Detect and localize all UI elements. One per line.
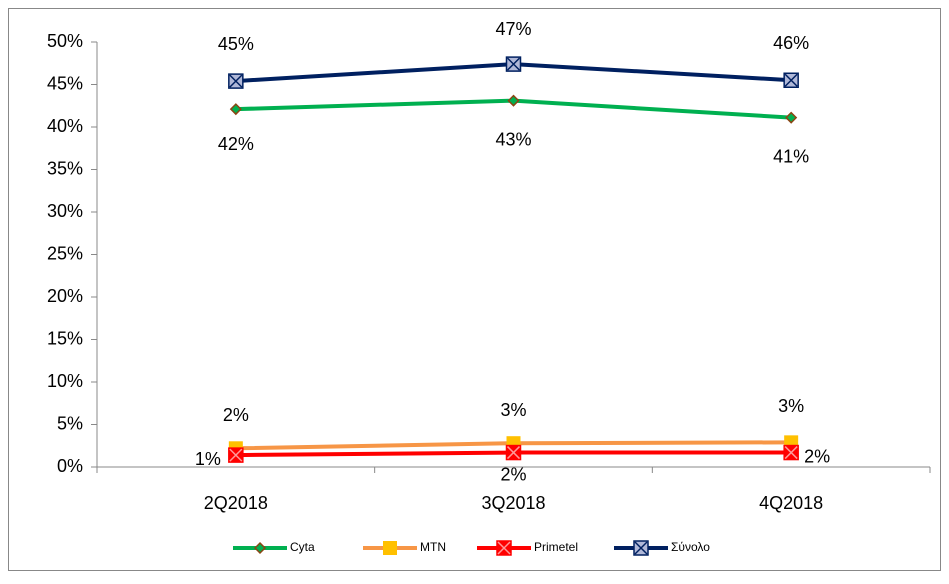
marker <box>505 444 522 461</box>
marker-cross <box>497 541 511 555</box>
marker <box>496 540 512 556</box>
y-tick-label: 10% <box>47 371 83 391</box>
data-label: 47% <box>495 19 531 39</box>
marker-cross <box>784 446 798 460</box>
data-label: 3% <box>778 396 804 416</box>
y-tick-label: 25% <box>47 243 83 263</box>
marker <box>383 541 397 555</box>
data-label: 2% <box>500 464 526 484</box>
marker-cross <box>229 448 243 462</box>
marker <box>783 72 799 88</box>
y-tick-label: 0% <box>57 456 83 476</box>
marker <box>783 444 799 461</box>
marker <box>785 111 798 124</box>
data-label: 42% <box>218 134 254 154</box>
marker <box>507 94 520 107</box>
marker <box>633 540 649 556</box>
y-tick-label: 50% <box>47 31 83 51</box>
data-label: 2% <box>223 405 249 425</box>
y-tick-label: 30% <box>47 201 83 221</box>
marker <box>228 447 244 463</box>
y-tick-label: 45% <box>47 73 83 93</box>
data-label: 1% <box>195 449 221 469</box>
marker <box>253 541 267 555</box>
x-tick-label: 2Q2018 <box>204 493 268 513</box>
legend-label: Primetel <box>534 540 578 554</box>
legend-label: Cyta <box>290 540 315 554</box>
marker-cross <box>229 74 243 88</box>
x-tick-label: 4Q2018 <box>759 493 823 513</box>
data-label: 41% <box>773 146 809 166</box>
marker-cross <box>784 73 798 87</box>
y-tick-label: 5% <box>57 413 83 433</box>
marker-cross <box>506 446 521 460</box>
data-label: 3% <box>500 400 526 420</box>
y-tick-label: 15% <box>47 328 83 348</box>
data-label: 46% <box>773 33 809 53</box>
data-label: 43% <box>495 129 531 149</box>
y-tick-label: 35% <box>47 158 83 178</box>
marker <box>505 56 522 72</box>
marker <box>228 73 244 89</box>
data-label: 45% <box>218 34 254 54</box>
marker-cross <box>634 541 648 555</box>
data-label: 2% <box>804 446 830 466</box>
y-tick-label: 20% <box>47 286 83 306</box>
marker-cross <box>506 57 521 71</box>
y-tick-label: 40% <box>47 116 83 136</box>
marker <box>229 103 242 116</box>
legend-label: MTN <box>420 540 446 554</box>
x-tick-label: 3Q2018 <box>481 493 545 513</box>
legend-label: Σύνολο <box>671 540 710 554</box>
chart-border <box>8 8 941 571</box>
